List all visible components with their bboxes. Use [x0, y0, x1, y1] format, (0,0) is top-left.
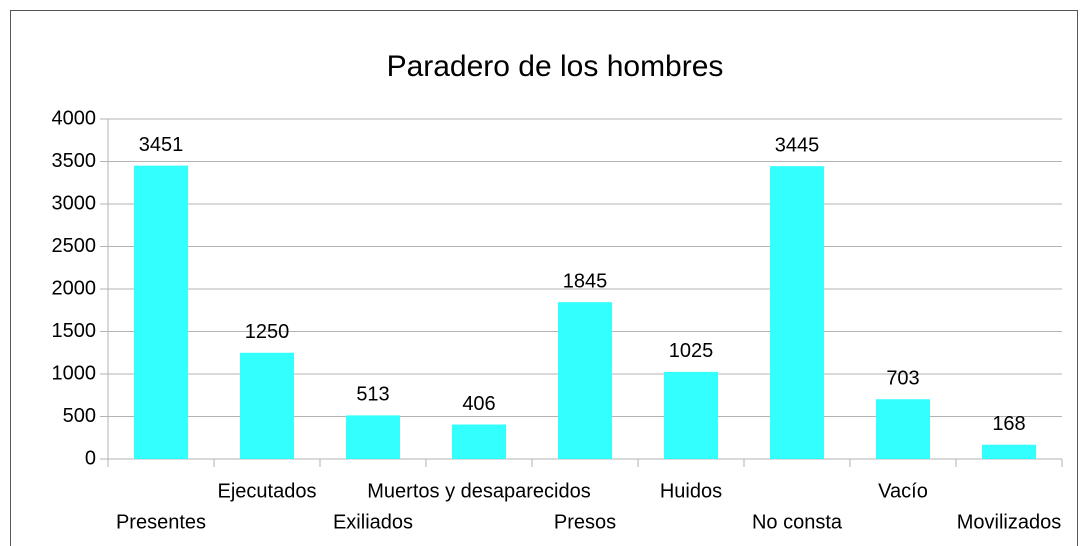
y-tick-label: 4000 — [52, 107, 97, 129]
x-tick-label: Exiliados — [333, 511, 413, 533]
bar — [769, 166, 825, 460]
bar — [875, 399, 931, 459]
y-tick-label: 3000 — [52, 192, 97, 214]
bar — [557, 302, 613, 459]
x-tick-label: Ejecutados — [218, 480, 317, 502]
bar — [133, 165, 189, 460]
x-tick-label: Movilizados — [957, 511, 1061, 533]
y-tick-label: 2500 — [52, 235, 97, 257]
x-tick-label: Muertos y desaparecidos — [367, 480, 590, 502]
data-label: 168 — [992, 413, 1025, 435]
chart-title: Paradero de los hombres — [387, 50, 724, 83]
x-tick-label: Huidos — [660, 480, 722, 502]
data-label: 1250 — [245, 321, 290, 343]
bar — [451, 424, 507, 459]
bar — [663, 371, 719, 459]
bar — [981, 444, 1037, 459]
y-tick-label: 500 — [63, 405, 96, 427]
bar — [345, 415, 401, 459]
y-tick-label: 3500 — [52, 150, 97, 172]
x-tick-label: Vacío — [878, 480, 928, 502]
data-label: 3445 — [775, 134, 820, 156]
x-tick-label: Presentes — [116, 511, 206, 533]
data-label: 513 — [356, 384, 389, 406]
data-label: 3451 — [139, 134, 184, 156]
data-label: 406 — [462, 393, 495, 415]
y-tick-label: 0 — [85, 447, 96, 469]
x-tick-label: No consta — [752, 511, 843, 533]
data-label: 1025 — [669, 340, 714, 362]
x-tick-label: Presos — [554, 511, 616, 533]
y-tick-label: 1000 — [52, 362, 97, 384]
data-label: 1845 — [563, 270, 608, 292]
bar — [239, 352, 295, 459]
data-label: 703 — [886, 368, 919, 390]
y-tick-label: 2000 — [52, 277, 97, 299]
y-tick-label: 1500 — [52, 320, 97, 342]
